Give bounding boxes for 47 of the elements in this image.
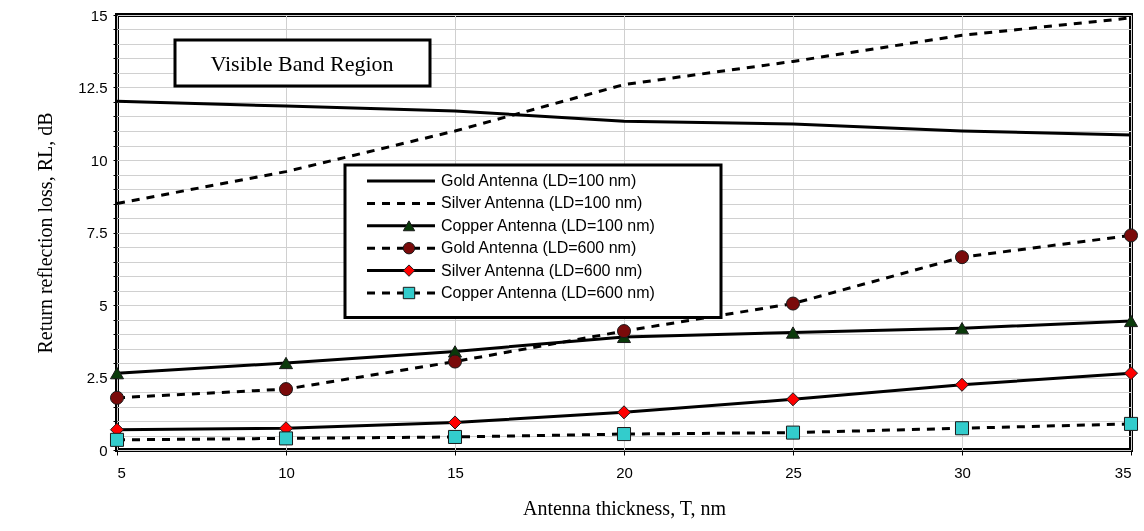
point <box>278 356 294 370</box>
point <box>785 326 801 339</box>
legend-label: Copper Antenna (LD=100 nm) <box>441 216 655 234</box>
point <box>447 354 463 369</box>
point <box>785 392 801 407</box>
point <box>1123 228 1139 243</box>
x-tick-label: 10 <box>278 463 295 481</box>
point <box>954 322 970 335</box>
point <box>785 425 801 440</box>
point <box>278 431 294 446</box>
y-tick-label: 0 <box>99 441 108 459</box>
point <box>1123 366 1139 381</box>
point <box>109 367 125 380</box>
legend-label: Silver Antenna (LD=100 nm) <box>441 194 643 212</box>
point <box>616 405 632 420</box>
y-tick-label: 15 <box>90 6 108 24</box>
x-tick-label: 15 <box>447 463 464 481</box>
y-axis-title: Return reflection loss, RL, dB <box>34 112 57 354</box>
y-tick-label: 5 <box>99 296 108 314</box>
point <box>954 421 970 436</box>
point <box>785 296 801 311</box>
legend-label: Silver Antenna (LD=600 nm) <box>441 261 643 279</box>
x-tick-label: 20 <box>616 463 633 481</box>
y-tick-label: 10 <box>90 151 108 169</box>
point <box>1123 416 1139 431</box>
point <box>954 250 970 265</box>
point <box>447 415 463 430</box>
point <box>109 432 125 447</box>
annotation: Visible Band Region <box>210 51 394 76</box>
x-axis-title: Antenna thickness, T, nm <box>522 496 727 519</box>
point <box>278 382 294 397</box>
point <box>954 377 970 392</box>
x-tick-label: 30 <box>954 463 971 481</box>
x-tick-label: 5 <box>117 463 126 481</box>
point <box>616 427 632 442</box>
y-tick-label: 12.5 <box>78 79 108 96</box>
legend-label: Gold Antenna (LD=600 nm) <box>441 239 637 257</box>
y-tick-label: 7.5 <box>86 224 108 241</box>
point <box>616 324 632 339</box>
x-tick-label: 35 <box>1114 463 1132 481</box>
y-tick-label: 2.5 <box>86 369 108 386</box>
point <box>1123 314 1139 328</box>
point <box>109 390 125 405</box>
x-tick-label: 25 <box>785 463 802 481</box>
point <box>447 429 463 444</box>
legend-label: Gold Antenna (LD=100 nm) <box>441 172 637 189</box>
legend-label: Copper Antenna (LD=600 nm) <box>441 284 655 301</box>
